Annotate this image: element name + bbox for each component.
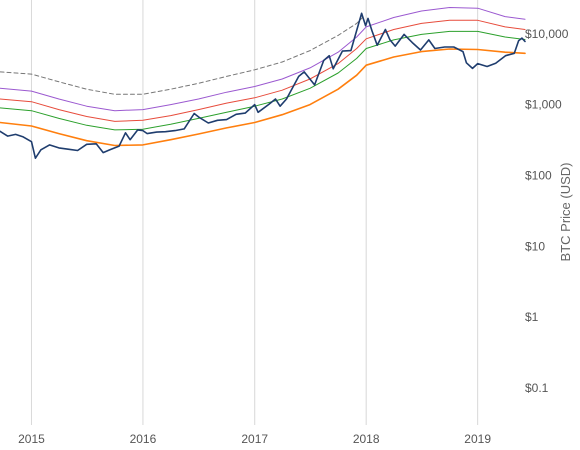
y-axis-title: BTC Price (USD)	[558, 163, 573, 262]
y-tick-label-4: $1	[525, 310, 539, 324]
x-gridlines	[30, 0, 479, 425]
band-line-0	[0, 17, 363, 95]
x-tick-label-2017: 2017	[241, 432, 268, 446]
y-tick-label-3: $10	[525, 239, 545, 253]
y-tick-label-0: $10,000	[525, 27, 569, 41]
x-tick-label-2016: 2016	[130, 432, 157, 446]
y-tick-label-2: $100	[525, 168, 552, 182]
band-line-1	[0, 7, 526, 112]
x-tick-label-2018: 2018	[353, 432, 380, 446]
band-line-4	[0, 48, 526, 147]
y-tick-labels: $10,000 $1,000 $100 $10 $1 $0.1	[525, 27, 569, 395]
band-line-2	[0, 19, 526, 122]
x-tick-label-2015: 2015	[18, 432, 45, 446]
x-tick-labels: 2015 2016 2017 2018 2019	[18, 432, 491, 446]
band-line-3	[0, 30, 526, 131]
y-tick-label-5: $0.1	[525, 381, 549, 395]
series-lines	[0, 7, 526, 159]
y-tick-label-1: $1,000	[525, 98, 562, 112]
price-line	[0, 12, 526, 159]
x-tick-label-2019: 2019	[464, 432, 491, 446]
